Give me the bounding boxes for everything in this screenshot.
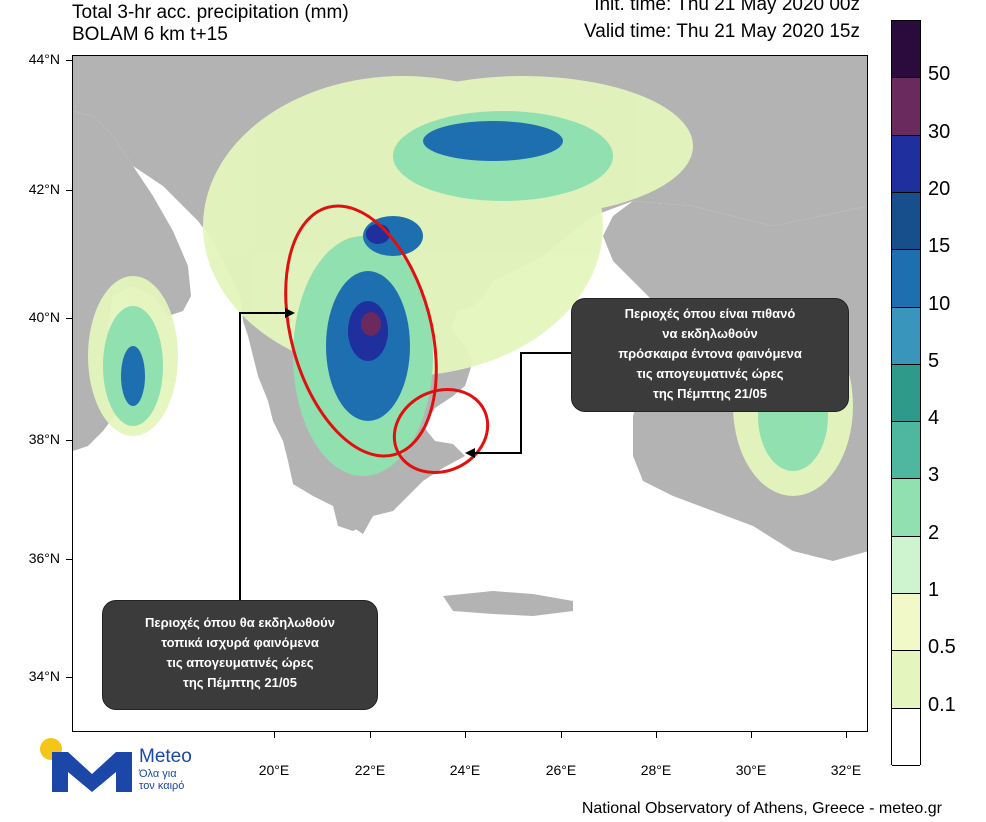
valid-time: Valid time: Thu 21 May 2020 15z [583, 21, 860, 42]
west-highlight-ellipse [284, 204, 438, 458]
lat-tick [66, 559, 72, 560]
colorbar-segment [892, 479, 920, 537]
colorbar-level-label: 0.1 [928, 693, 956, 716]
west-callout-line1: Περιοχές όπου θα εκδηλωθούν [145, 615, 335, 630]
logo-tagline-line1: Όλα για [139, 768, 177, 780]
lat-label-36: 36°N [28, 550, 60, 566]
colorbar-segment [892, 250, 920, 308]
lon-tick [656, 732, 657, 738]
colorbar-segment [892, 307, 920, 365]
colorbar-level-label: 20 [928, 177, 951, 200]
lon-tick [370, 732, 371, 738]
precip-extreme [361, 312, 381, 336]
colorbar-level-label: 2 [928, 521, 940, 544]
colorbar-segment [892, 78, 920, 136]
colorbar-level-label: 3 [928, 464, 940, 487]
lat-label-42: 42°N [28, 181, 60, 197]
lon-label-32: 32°E [830, 762, 862, 778]
lon-label-26: 26°E [545, 762, 577, 778]
east-callout-line1: Περιοχές όπου είναι πιθανό [624, 306, 796, 321]
lon-tick [751, 732, 752, 738]
model-run-label: BOLAM 6 km t+15 [72, 24, 228, 45]
logo-brand: Meteo [139, 746, 192, 767]
east-callout-line5: της Πέμπτης 21/05 [653, 386, 767, 401]
west-arrowhead [285, 308, 295, 318]
colorbar-level-label: 30 [928, 120, 951, 143]
colorbar-level-label: 0.5 [928, 636, 956, 659]
lon-label-22: 22°E [354, 762, 386, 778]
lat-label-44: 44°N [28, 51, 60, 67]
lat-tick [66, 318, 72, 319]
colorbar-segment [892, 708, 920, 766]
colorbar-level-label: 4 [928, 407, 940, 430]
lat-label-40: 40°N [28, 309, 60, 325]
colorbar-segment [892, 135, 920, 193]
logo-tagline-line2: τον καιρό [139, 780, 185, 792]
logo-m-icon [52, 752, 132, 792]
lat-label-34: 34°N [28, 668, 60, 684]
lat-tick [66, 60, 72, 61]
precip-colorbar [891, 20, 921, 766]
west-callout-line2: τοπικά ισχυρά φαινόμενα [161, 635, 319, 650]
colorbar-level-label: 10 [928, 292, 951, 315]
lat-tick [66, 190, 72, 191]
west-region-callout: Περιοχές όπου θα εκδηλωθούν τοπικά ισχυρ… [102, 600, 378, 710]
east-callout-line3: πρόσκαιρα έντονα φαινόμενα [618, 346, 802, 361]
logo-tagline: Όλα για τον καιρό [139, 768, 184, 792]
east-callout-line2: να εκδηλωθούν [662, 326, 758, 341]
init-time: Init. time: Thu 21 May 2020 00z [594, 0, 860, 15]
west-callout-line3: τις απογευματινές ώρες [166, 655, 314, 670]
colorbar-segment [892, 422, 920, 480]
colorbar-level-label: 50 [928, 63, 951, 86]
colorbar-segment [892, 192, 920, 251]
footer-credit: National Observatory of Athens, Greece -… [581, 800, 942, 817]
lat-tick [66, 677, 72, 678]
colorbar-level-label: 15 [928, 235, 951, 258]
lon-label-28: 28°E [640, 762, 672, 778]
colorbar-level-label: 1 [928, 579, 940, 602]
colorbar-segment [892, 21, 920, 79]
colorbar-segment [892, 364, 920, 423]
lat-label-38: 38°N [28, 431, 60, 447]
lon-tick [274, 732, 275, 738]
east-highlight-ellipse [392, 387, 490, 475]
map-title: Total 3-hr acc. precipitation (mm) [72, 2, 349, 23]
east-callout-line4: τις απογευματινές ώρες [636, 366, 784, 381]
colorbar-segment [892, 594, 920, 652]
colorbar-segment [892, 651, 920, 709]
lon-label-20: 20°E [258, 762, 290, 778]
east-arrowhead [465, 448, 475, 458]
east-callout-connector [475, 352, 573, 454]
crete [443, 591, 573, 616]
lon-label-30: 30°E [735, 762, 767, 778]
east-region-callout: Περιοχές όπου είναι πιθανό να εκδηλωθούν… [571, 298, 849, 412]
colorbar-segment [892, 536, 920, 595]
lat-tick [66, 440, 72, 441]
lon-tick [561, 732, 562, 738]
lon-tick [465, 732, 466, 738]
lon-tick [846, 732, 847, 738]
west-callout-line4: της Πέμπτης 21/05 [183, 675, 297, 690]
west-callout-connector [239, 312, 285, 601]
colorbar-level-label: 5 [928, 349, 940, 372]
lon-label-24: 24°E [449, 762, 481, 778]
